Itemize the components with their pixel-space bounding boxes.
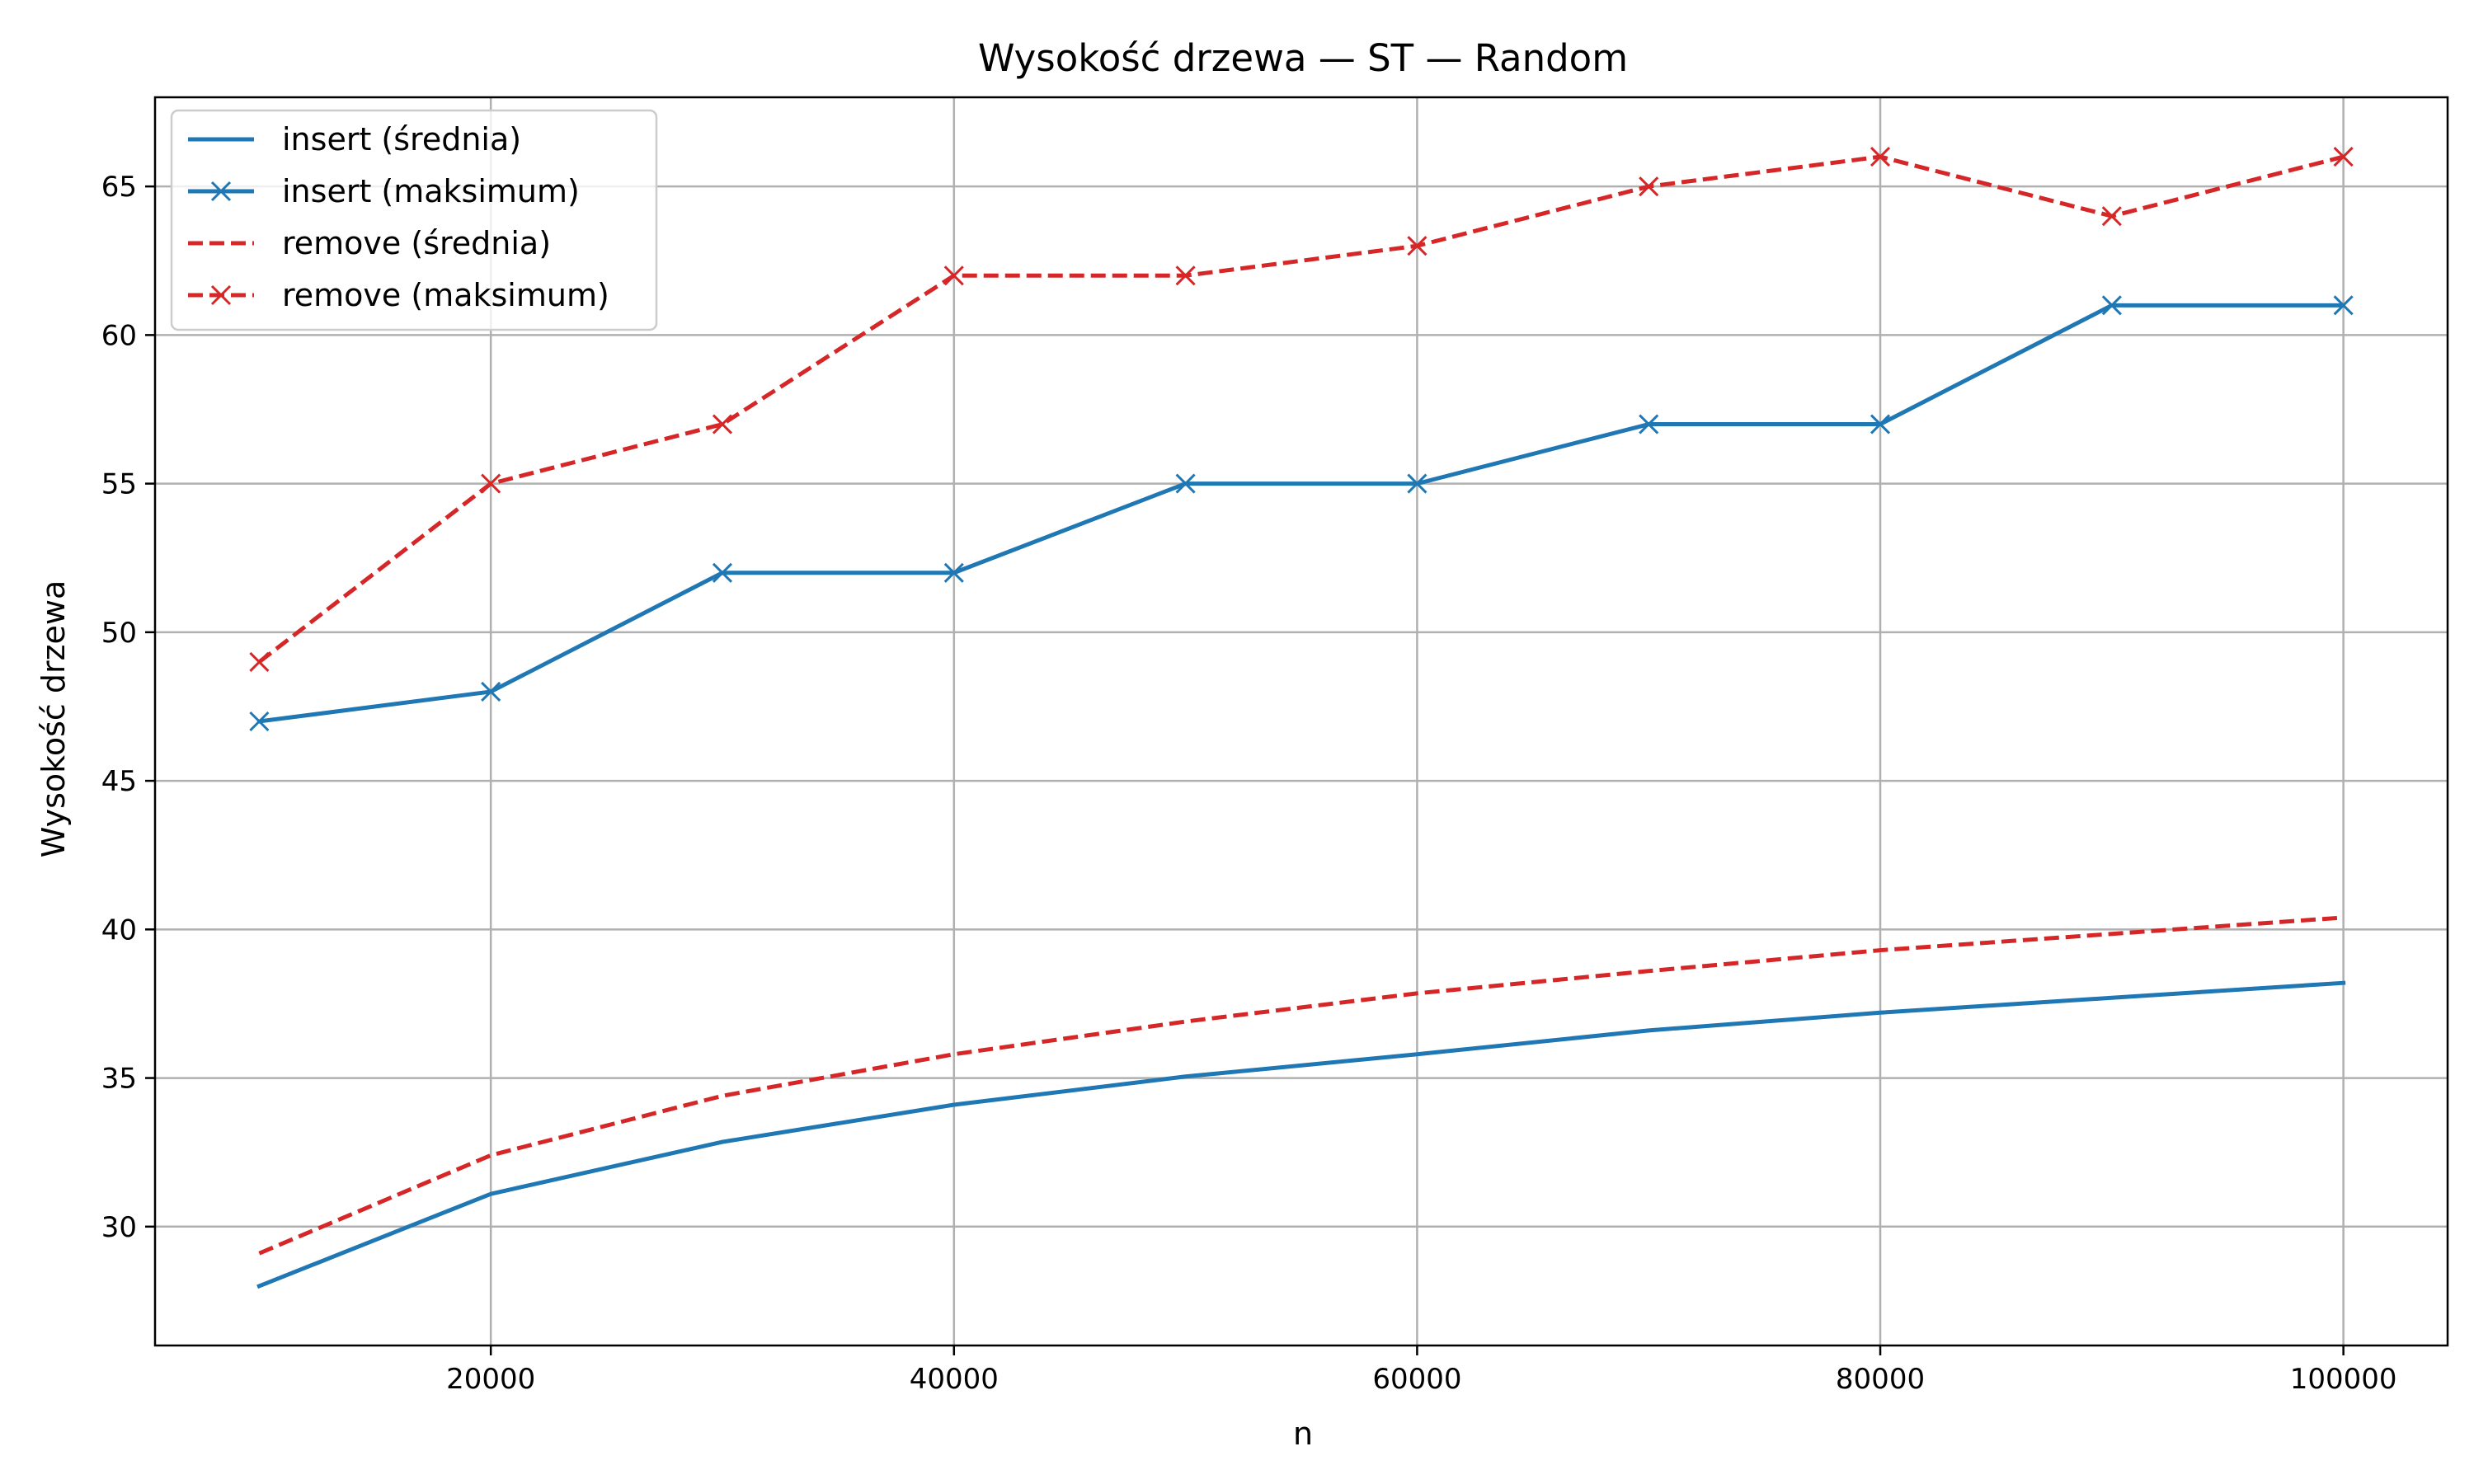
ticks: 20000 40000 60000 80000 100000 30 35 40 45 50 55 60… — [101, 171, 2397, 1396]
data-point-marker — [481, 681, 501, 702]
data-point-marker — [249, 651, 270, 672]
y-tick-label: 60 — [101, 319, 137, 352]
series-line — [256, 980, 2346, 1289]
marker-stroke — [1639, 414, 1659, 434]
legend-item: remove (maksimum) — [188, 277, 609, 313]
data-point-marker — [2101, 206, 2122, 227]
marker-stroke — [1870, 147, 1891, 167]
data-point-marker — [712, 414, 733, 434]
data-point-marker — [2333, 147, 2354, 167]
x-tick-label: 20000 — [446, 1363, 535, 1396]
marker-stroke — [712, 562, 733, 583]
data-point-marker — [1639, 414, 1659, 434]
y-tick-label: 40 — [101, 913, 137, 946]
marker-stroke — [712, 414, 733, 434]
y-tick-label: 55 — [101, 468, 137, 501]
series-0 — [256, 980, 2346, 1289]
marker-stroke — [2101, 295, 2122, 316]
data-point-marker — [2333, 295, 2354, 316]
data-point-marker — [1870, 414, 1891, 434]
series-3 — [249, 147, 2354, 672]
legend-label: remove (maksimum) — [282, 277, 609, 313]
x-tick-label: 100000 — [2290, 1363, 2397, 1396]
legend-marker — [210, 284, 232, 306]
data-point-marker — [1407, 473, 1427, 494]
series-line — [258, 915, 2344, 1256]
data-point-marker — [1639, 176, 1659, 197]
marker-stroke — [210, 181, 232, 202]
y-axis-label: Wysokość drzewa — [35, 580, 72, 858]
chart-title: Wysokość drzewa — ST — Random — [978, 36, 1628, 80]
data-point-marker — [1175, 473, 1196, 494]
marker-stroke — [1175, 473, 1196, 494]
series-line — [257, 154, 2345, 664]
x-tick-label: 80000 — [1836, 1363, 1925, 1396]
legend-label: remove (średnia) — [282, 225, 551, 261]
marker-stroke — [943, 265, 964, 286]
y-tick-label: 35 — [101, 1063, 137, 1096]
series-layer — [249, 147, 2354, 1289]
marker-stroke — [1175, 265, 1196, 286]
legend-label: insert (średnia) — [282, 121, 521, 157]
data-point-marker — [712, 562, 733, 583]
series-1 — [249, 295, 2354, 732]
data-point-marker — [943, 265, 964, 286]
marker-stroke — [2333, 147, 2354, 167]
legend: insert (średnia) insert (maksimum) remove … — [170, 109, 658, 331]
x-tick-label: 60000 — [1372, 1363, 1461, 1396]
marker-stroke — [249, 711, 270, 732]
marker-stroke — [1407, 236, 1427, 256]
legend-item: insert (średnia) — [188, 121, 521, 157]
marker-stroke — [1407, 473, 1427, 494]
data-point-marker — [1870, 147, 1891, 167]
legend-item: remove (średnia) — [188, 225, 551, 261]
marker-stroke — [943, 562, 964, 583]
x-tick-label: 40000 — [910, 1363, 999, 1396]
series-line — [256, 303, 2346, 724]
data-point-marker — [481, 473, 501, 494]
marker-stroke — [2101, 206, 2122, 227]
y-tick-label: 65 — [101, 171, 137, 204]
data-point-marker — [2101, 295, 2122, 316]
legend-label: insert (maksimum) — [282, 173, 580, 209]
marker-stroke — [1870, 414, 1891, 434]
data-point-marker — [1175, 265, 1196, 286]
y-tick-label: 50 — [101, 617, 137, 650]
y-tick-label: 30 — [101, 1211, 137, 1244]
data-point-marker — [943, 562, 964, 583]
marker-stroke — [1639, 176, 1659, 197]
x-axis-label: n — [1293, 1416, 1313, 1452]
y-tick-label: 45 — [101, 765, 137, 798]
marker-stroke — [249, 651, 270, 672]
marker-stroke — [481, 473, 501, 494]
plot-area-frame — [153, 96, 2449, 1347]
legend-marker — [210, 181, 232, 202]
marker-stroke — [210, 284, 232, 306]
series-2 — [258, 915, 2344, 1256]
data-point-marker — [249, 711, 270, 732]
marker-stroke — [481, 681, 501, 702]
data-point-marker — [1407, 236, 1427, 256]
legend-box — [170, 109, 658, 331]
legend-item: insert (maksimum) — [188, 173, 580, 209]
marker-stroke — [2333, 295, 2354, 316]
